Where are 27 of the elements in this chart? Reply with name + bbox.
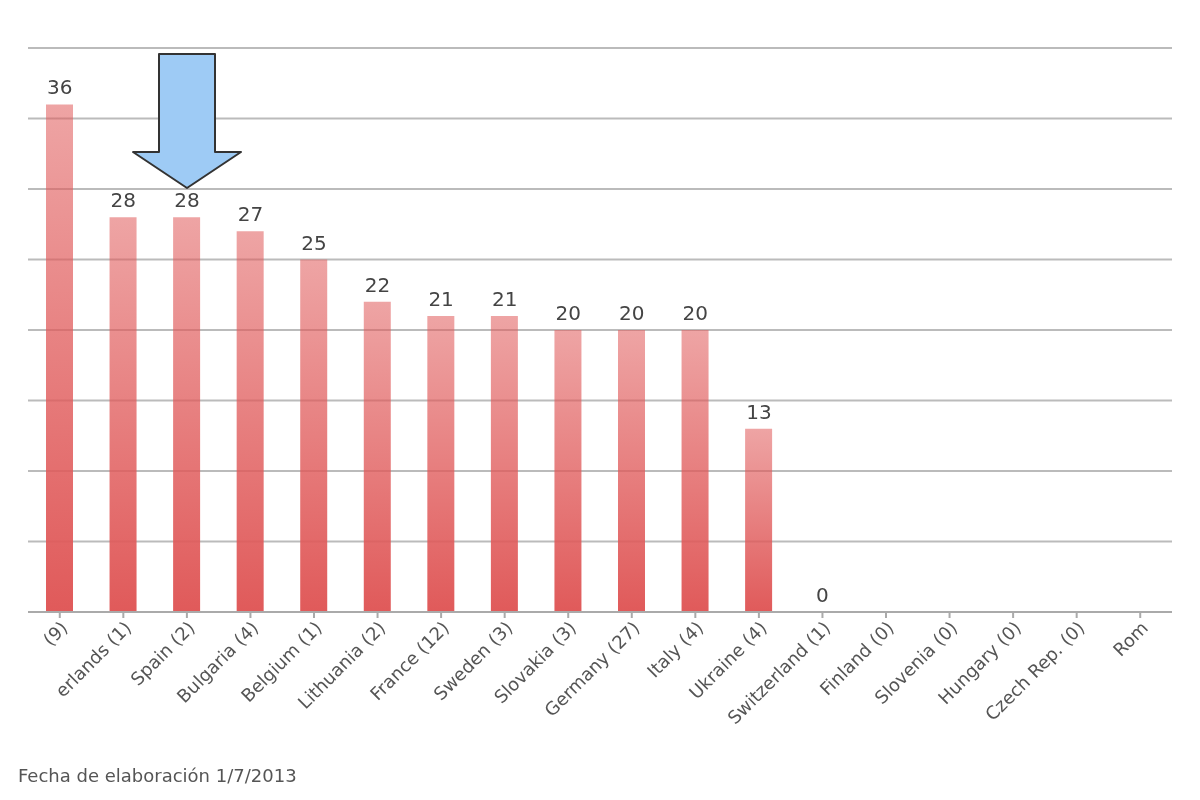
bar (300, 259, 328, 612)
data-label: 0 (816, 583, 829, 607)
x-tick-label: (9) (38, 617, 72, 650)
bar (554, 330, 582, 612)
bar (46, 104, 73, 612)
data-label: 21 (428, 286, 454, 311)
data-label: 22 (364, 272, 391, 297)
data-label: 20 (619, 301, 645, 325)
bar (173, 217, 201, 612)
text: Fecha de elaboración 1/7/2013 (18, 765, 297, 786)
bar (490, 315, 518, 612)
data-label: 28 (174, 188, 200, 213)
bar (427, 315, 455, 612)
data-label: 20 (555, 301, 581, 325)
data-label: 25 (301, 230, 327, 255)
data-label: 36 (47, 75, 73, 100)
data-label: 21 (491, 286, 518, 311)
data-label: 27 (237, 202, 264, 227)
data-label: 13 (746, 399, 772, 424)
bar (109, 217, 137, 612)
bar (363, 301, 391, 612)
bar (236, 231, 264, 612)
data-label: 28 (110, 188, 137, 213)
bar (618, 330, 645, 612)
data-label: 20 (682, 301, 709, 325)
bar (745, 428, 773, 612)
bar (681, 330, 709, 612)
